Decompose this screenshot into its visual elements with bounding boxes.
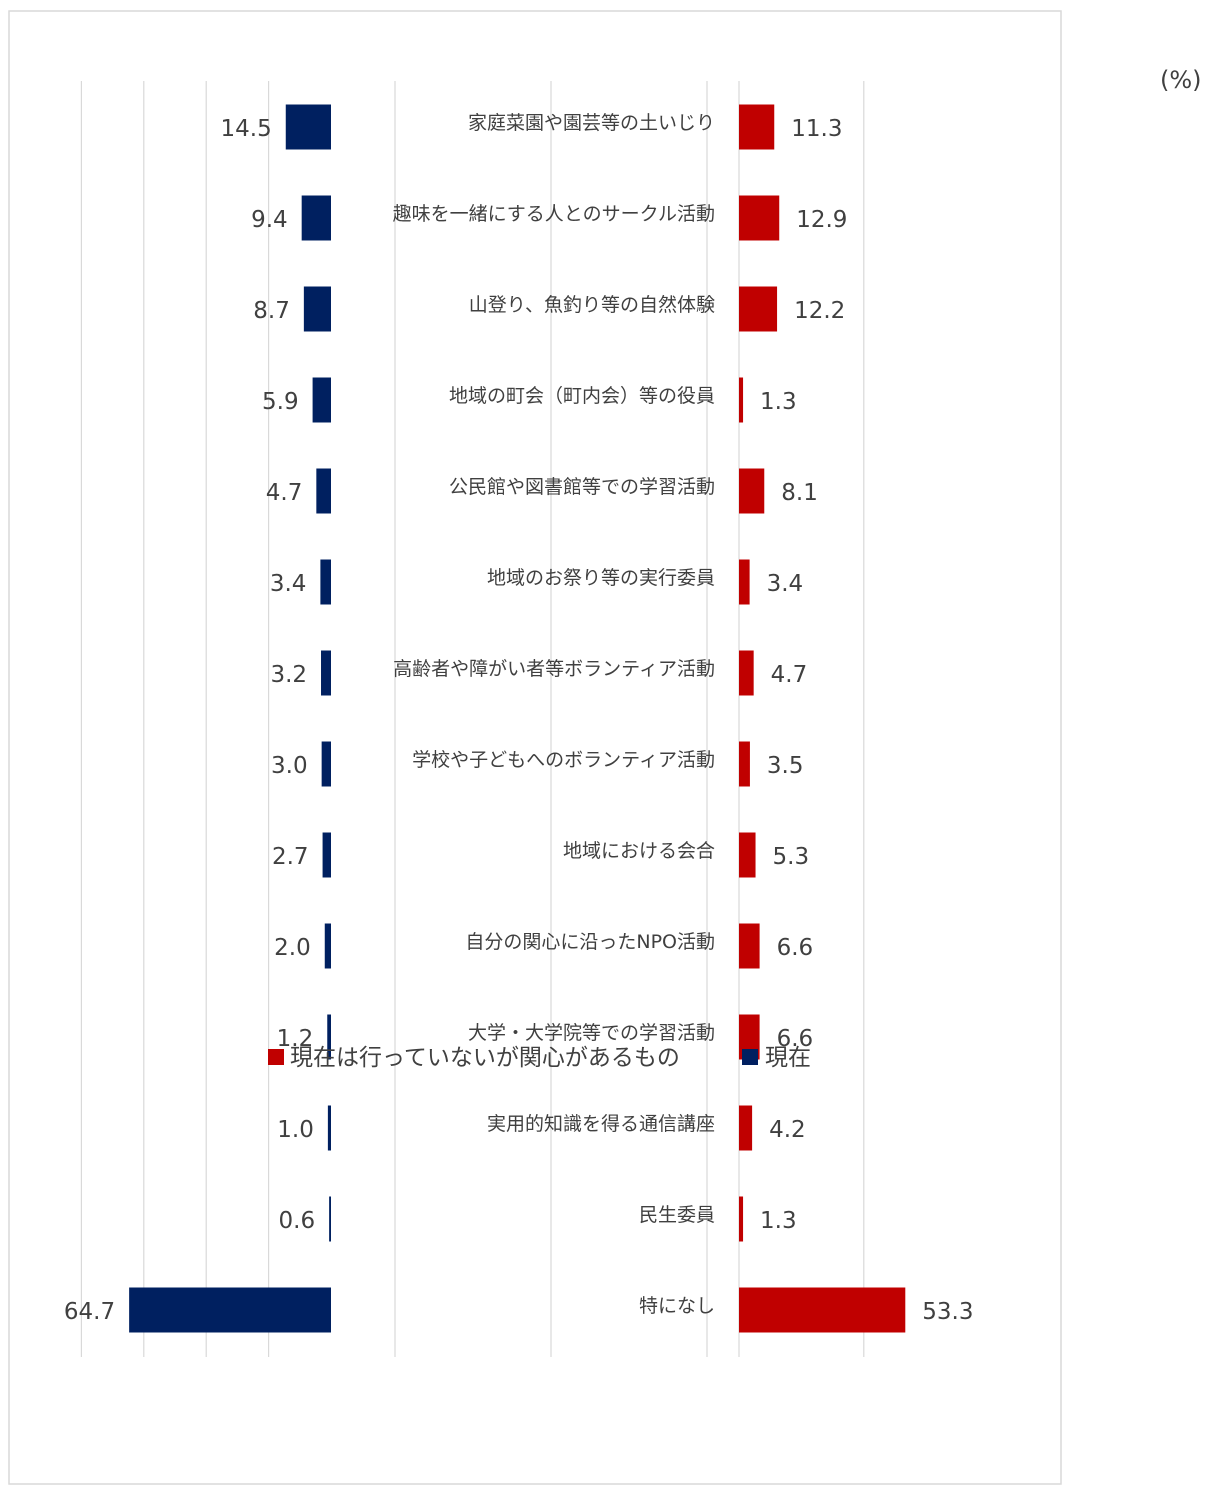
- value-label-interest-6: 4.7: [771, 662, 808, 688]
- category-label-8: 地域における会合: [563, 840, 715, 862]
- legend-swatch-current: [742, 1049, 758, 1065]
- value-label-current-12: 0.6: [279, 1208, 316, 1234]
- value-label-current-10: 1.2: [277, 1026, 314, 1052]
- category-label-9: 自分の関心に沿ったNPO活動: [465, 931, 715, 953]
- legend: 現在は行っていないが関心があるもの 現在: [268, 1045, 811, 1071]
- value-label-interest-1: 12.9: [796, 207, 847, 233]
- bar-interest-11: [739, 1105, 753, 1151]
- bar-interest-2: [739, 286, 778, 332]
- bar-current-6: [321, 650, 331, 696]
- value-label-current-7: 3.0: [271, 753, 308, 779]
- bar-interest-12: [739, 1196, 744, 1242]
- bar-current-1: [301, 195, 331, 241]
- value-label-interest-5: 3.4: [767, 571, 804, 597]
- value-label-current-8: 2.7: [272, 844, 309, 870]
- plot-frame: [8, 10, 1062, 1485]
- value-label-current-13: 64.7: [64, 1299, 115, 1325]
- category-label-1: 趣味を一緒にする人とのサークル活動: [393, 203, 715, 225]
- legend-swatch-interest: [268, 1049, 284, 1065]
- bar-current-10: [327, 1014, 331, 1060]
- bar-interest-3: [739, 377, 744, 423]
- value-label-current-0: 14.5: [221, 116, 272, 142]
- value-label-interest-8: 5.3: [773, 844, 810, 870]
- value-label-interest-3: 1.3: [760, 389, 797, 415]
- category-label-11: 実用的知識を得る通信講座: [487, 1113, 715, 1135]
- value-label-current-2: 8.7: [253, 298, 290, 324]
- category-label-3: 地域の町会（町内会）等の役員: [449, 385, 715, 407]
- value-label-current-4: 4.7: [266, 480, 303, 506]
- bar-interest-4: [739, 468, 765, 514]
- value-label-current-3: 5.9: [262, 389, 299, 415]
- bar-current-13: [129, 1287, 331, 1333]
- gridlines: [80, 81, 865, 1357]
- left-value-labels: 14.5 9.4 8.7 5.9 4.7 3.4 3.2 3.0 2.7 2.0 1.2 1.0 0.6…: [64, 116, 315, 1325]
- value-label-interest-13: 53.3: [922, 1299, 973, 1325]
- value-label-current-1: 9.4: [251, 207, 288, 233]
- category-label-0: 家庭菜園や園芸等の土いじり: [468, 112, 715, 134]
- value-label-interest-11: 4.2: [769, 1117, 806, 1143]
- right-value-labels: 11.3 12.9 12.2 1.3 8.1 3.4 4.7 3.5 5.3 6.6 6.6 4.2 1…: [760, 116, 973, 1325]
- bar-current-2: [303, 286, 331, 332]
- bar-current-4: [316, 468, 331, 514]
- bar-interest-7: [739, 741, 750, 787]
- category-label-13: 特になし: [639, 1295, 715, 1317]
- legend-label-current: 現在: [765, 1045, 811, 1071]
- bar-current-8: [322, 832, 331, 878]
- bar-current-11: [327, 1105, 331, 1151]
- value-label-current-11: 1.0: [277, 1117, 314, 1143]
- bar-interest-13: [739, 1287, 906, 1333]
- bar-current-9: [324, 923, 331, 969]
- category-label-6: 高齢者や障がい者等ボランティア活動: [393, 658, 715, 680]
- bar-interest-10: [739, 1014, 760, 1060]
- value-label-interest-9: 6.6: [777, 935, 814, 961]
- bar-interest-0: [739, 104, 775, 150]
- bar-interest-8: [739, 832, 756, 878]
- category-label-5: 地域のお祭り等の実行委員: [487, 567, 715, 589]
- value-label-interest-12: 1.3: [760, 1208, 797, 1234]
- category-label-7: 学校や子どもへのボランティア活動: [412, 749, 715, 771]
- value-label-interest-10: 6.6: [777, 1026, 814, 1052]
- bar-current-12: [329, 1196, 331, 1242]
- bar-interest-5: [739, 559, 750, 605]
- value-label-interest-2: 12.2: [794, 298, 845, 324]
- bar-interest-1: [739, 195, 780, 241]
- category-label-2: 山登り、魚釣り等の自然体験: [469, 294, 715, 316]
- unit-label: (%): [1160, 66, 1202, 94]
- category-label-4: 公民館や図書館等での学習活動: [449, 476, 715, 498]
- bar-current-7: [321, 741, 331, 787]
- bar-interest-9: [739, 923, 760, 969]
- category-label-12: 民生委員: [639, 1204, 715, 1226]
- bar-current-5: [320, 559, 331, 605]
- legend-label-interest: 現在は行っていないが関心があるもの: [290, 1045, 680, 1071]
- bar-interest-6: [739, 650, 754, 696]
- left-bars: [129, 104, 331, 1333]
- value-label-current-9: 2.0: [274, 935, 311, 961]
- category-label-10: 大学・大学院等での学習活動: [468, 1022, 715, 1044]
- value-label-interest-4: 8.1: [781, 480, 818, 506]
- value-label-interest-0: 11.3: [791, 116, 842, 142]
- value-label-current-5: 3.4: [270, 571, 307, 597]
- bar-current-3: [312, 377, 331, 423]
- category-labels: 家庭菜園や園芸等の土いじり趣味を一緒にする人とのサークル活動山登り、魚釣り等の自…: [393, 112, 715, 1317]
- value-label-current-6: 3.2: [270, 662, 307, 688]
- bar-current-0: [285, 104, 331, 150]
- value-label-interest-7: 3.5: [767, 753, 804, 779]
- right-bars: [739, 104, 906, 1333]
